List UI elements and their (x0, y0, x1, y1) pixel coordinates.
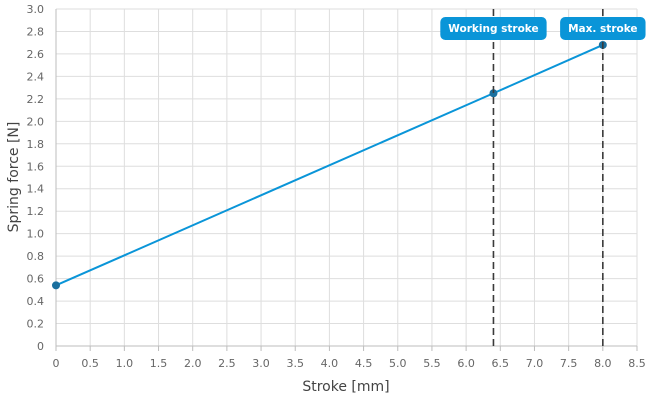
y-tick-label: 1.8 (27, 138, 45, 151)
y-tick-label: 0.8 (27, 250, 45, 263)
stroke-markers: Working stroke Max. stroke (440, 9, 646, 346)
x-tick-label: 3.5 (286, 357, 304, 370)
y-axis-title: Spring force [N] (6, 122, 22, 233)
y-tick-label: 2.4 (27, 70, 45, 83)
x-tick-label: 4.5 (355, 357, 373, 370)
y-tick-label: 0.4 (27, 295, 45, 308)
y-tick-label: 1.0 (27, 228, 45, 241)
data-point (489, 89, 498, 98)
x-tick-label: 5.5 (423, 357, 441, 370)
marker-badge (560, 17, 646, 40)
x-tick-label: 7.0 (526, 357, 544, 370)
y-tick-label: 3.0 (27, 3, 45, 16)
x-tick-label: 2.0 (184, 357, 202, 370)
y-tick-label: 1.2 (27, 205, 45, 218)
x-tick-label: 3.0 (252, 357, 270, 370)
y-tick-label: 1.4 (27, 183, 45, 196)
x-tick-label: 7.5 (560, 357, 578, 370)
x-tick-label: 8.5 (628, 357, 646, 370)
x-tick-label: 4.0 (321, 357, 339, 370)
y-tick-label: 2.2 (27, 93, 45, 106)
grid (55, 8, 638, 347)
y-tick-label: 0.2 (27, 318, 45, 331)
y-tick-label: 2.6 (27, 48, 45, 61)
axes: 0 0.5 1.0 1.5 2.0 2.5 3.0 3.5 4.0 4.5 5.0 5.5 6.0 6.5… (27, 3, 646, 370)
y-tick-label: 2.8 (27, 25, 45, 38)
x-tick-label: 1.0 (116, 357, 134, 370)
x-tick-label: 2.5 (218, 357, 236, 370)
y-tick-label: 0 (37, 340, 44, 353)
x-tick-label: 1.5 (150, 357, 168, 370)
marker-label: Working stroke (448, 23, 538, 35)
y-tick-label: 0.6 (27, 273, 45, 286)
marker-badge-group: Max. stroke (560, 17, 646, 40)
marker-badge-group: Working stroke (440, 17, 547, 40)
x-axis-title: Stroke [mm] (302, 379, 389, 395)
x-tick-label: 6.0 (457, 357, 475, 370)
y-tick-label: 1.6 (27, 160, 45, 173)
series (52, 40, 607, 290)
x-tick-label: 8.0 (594, 357, 612, 370)
x-tick-label: 5.0 (389, 357, 407, 370)
y-tick-label: 2.0 (27, 115, 45, 128)
marker-label: Max. stroke (568, 23, 637, 35)
x-tick-label: 0.5 (81, 357, 99, 370)
x-tick-label: 0 (53, 357, 60, 370)
data-point (52, 281, 60, 290)
x-tick-label: 6.5 (492, 357, 510, 370)
marker-badge (440, 17, 547, 40)
